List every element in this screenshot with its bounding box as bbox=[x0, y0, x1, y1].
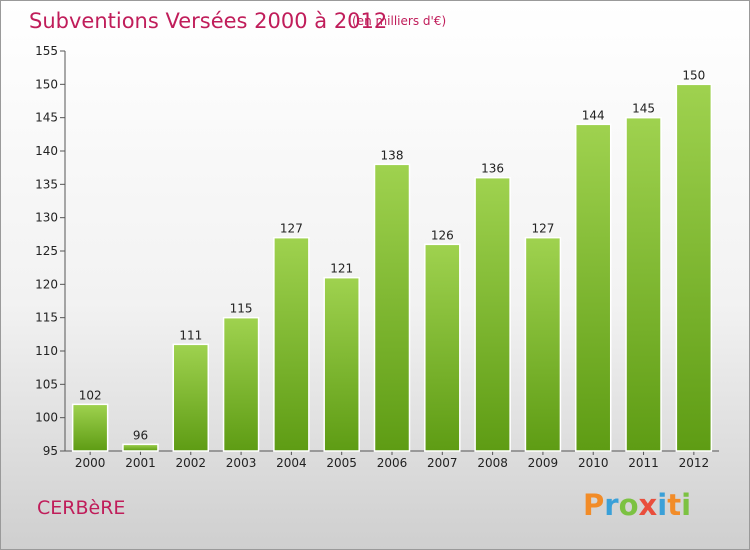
x-tick-label: 2010 bbox=[578, 456, 609, 470]
y-tick-label: 120 bbox=[35, 277, 58, 291]
x-tick-label: 2007 bbox=[427, 456, 458, 470]
data-label: 111 bbox=[179, 328, 202, 342]
y-tick-label: 135 bbox=[35, 177, 58, 191]
bar[interactable] bbox=[172, 343, 210, 452]
data-label: 138 bbox=[381, 148, 404, 162]
x-tick-label: 2005 bbox=[326, 456, 357, 470]
bar[interactable] bbox=[675, 83, 713, 452]
y-tick-label: 130 bbox=[35, 211, 58, 225]
x-tick-label: 2003 bbox=[226, 456, 257, 470]
data-label: 126 bbox=[431, 228, 454, 242]
x-tick-label: 2012 bbox=[679, 456, 710, 470]
y-tick-label: 140 bbox=[35, 144, 58, 158]
y-tick-label: 105 bbox=[35, 377, 58, 391]
bar[interactable] bbox=[273, 236, 310, 452]
y-tick-label: 150 bbox=[35, 77, 58, 91]
data-label: 127 bbox=[531, 222, 554, 236]
logo-letter: P bbox=[583, 488, 605, 522]
x-tick-label: 2011 bbox=[628, 456, 659, 470]
y-tick-label: 155 bbox=[35, 44, 58, 58]
chart-labels: 102 96 111 115 127 121 138 126 136 127 144 145 150 bbox=[79, 68, 706, 442]
y-tick-label: 145 bbox=[35, 111, 58, 125]
y-tick-label: 110 bbox=[35, 344, 58, 358]
bar[interactable] bbox=[222, 316, 260, 452]
data-label: 145 bbox=[632, 102, 655, 116]
city-name: CERBèRE bbox=[37, 497, 126, 519]
logo-letter: i bbox=[681, 488, 692, 522]
data-label: 127 bbox=[280, 222, 303, 236]
data-label: 150 bbox=[682, 68, 705, 82]
y-tick-label: 125 bbox=[35, 244, 58, 258]
logo-letter: x bbox=[638, 488, 658, 522]
chart-bars bbox=[71, 83, 713, 452]
data-label: 102 bbox=[79, 388, 102, 402]
logo-letter: r bbox=[604, 488, 619, 522]
x-tick-label: 2006 bbox=[377, 456, 408, 470]
x-tick-label: 2001 bbox=[125, 456, 156, 470]
bar[interactable] bbox=[625, 116, 662, 452]
x-tick-label: 2002 bbox=[175, 456, 206, 470]
bar[interactable] bbox=[323, 276, 360, 452]
data-label: 121 bbox=[330, 262, 353, 276]
x-tick-label: 2004 bbox=[276, 456, 307, 470]
bar[interactable] bbox=[71, 403, 109, 452]
data-label: 144 bbox=[582, 108, 605, 122]
x-tick-label: 2009 bbox=[528, 456, 559, 470]
data-label: 115 bbox=[230, 302, 253, 316]
data-label: 136 bbox=[481, 162, 504, 176]
chart-units: (en milliers d'€) bbox=[352, 14, 447, 28]
bar[interactable] bbox=[122, 443, 159, 452]
proxiti-logo[interactable]: Proxiti bbox=[583, 488, 691, 522]
x-tick-label: 2008 bbox=[477, 456, 508, 470]
logo-letter: t bbox=[667, 488, 682, 522]
logo-letter: o bbox=[618, 488, 639, 522]
x-tick-label: 2000 bbox=[75, 456, 106, 470]
bar[interactable] bbox=[524, 236, 562, 452]
logo-letter: i bbox=[657, 488, 668, 522]
y-tick-label: 100 bbox=[35, 411, 58, 425]
y-tick-label: 95 bbox=[43, 444, 58, 458]
bar[interactable] bbox=[424, 243, 461, 452]
bar[interactable] bbox=[373, 163, 411, 452]
bar[interactable] bbox=[474, 176, 511, 452]
chart-title: Subventions Versées 2000 à 2012 bbox=[29, 9, 388, 33]
chart-axes: 95 100 105 110 115 120 125 130 135 140 145 150 155 20… bbox=[35, 44, 719, 470]
y-tick-label: 115 bbox=[35, 311, 58, 325]
data-label: 96 bbox=[133, 428, 148, 442]
bar[interactable] bbox=[574, 123, 612, 452]
